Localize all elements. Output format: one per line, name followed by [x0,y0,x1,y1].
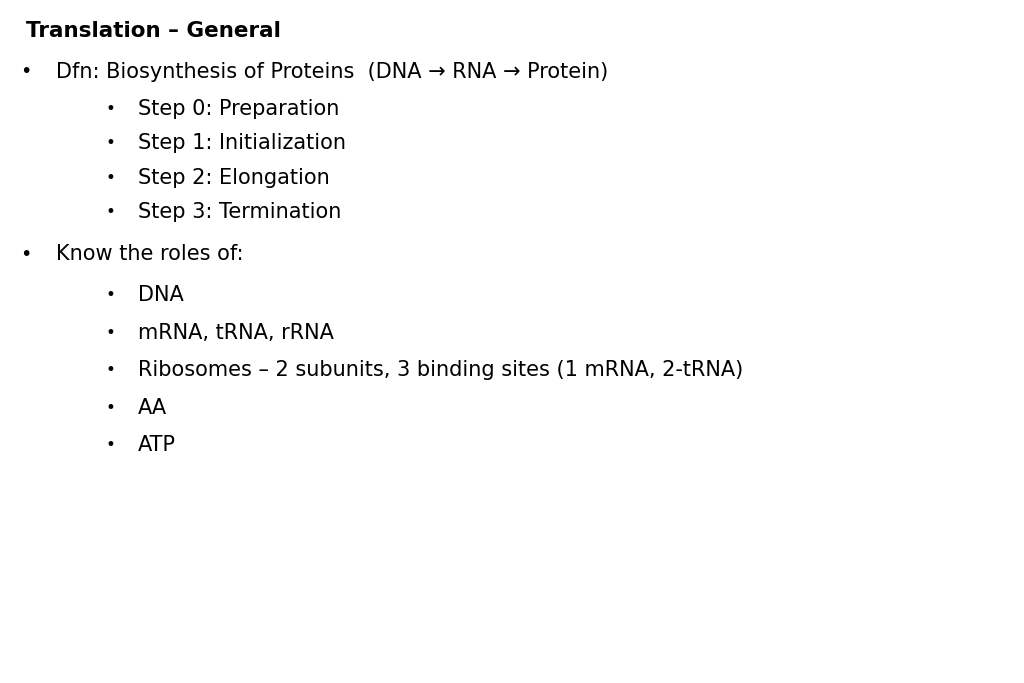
Text: Dfn: Biosynthesis of Proteins  (DNA → RNA → Protein): Dfn: Biosynthesis of Proteins (DNA → RNA… [56,61,608,82]
Text: Know the roles of:: Know the roles of: [56,244,244,264]
Text: Step 3: Termination: Step 3: Termination [138,201,342,222]
Text: •: • [19,245,32,264]
Text: •: • [105,324,116,342]
Text: •: • [105,169,116,186]
Text: AA: AA [138,398,167,418]
Text: mRNA, tRNA, rRNA: mRNA, tRNA, rRNA [138,322,334,343]
Text: •: • [105,203,116,221]
Text: Step 1: Initialization: Step 1: Initialization [138,133,346,154]
Text: •: • [19,62,32,81]
Text: •: • [105,399,116,417]
Text: Step 0: Preparation: Step 0: Preparation [138,99,340,120]
Text: •: • [105,286,116,304]
Text: Ribosomes – 2 subunits, 3 binding sites (1 mRNA, 2-tRNA): Ribosomes – 2 subunits, 3 binding sites … [138,360,743,380]
Text: Translation – General: Translation – General [26,20,281,41]
Text: Step 2: Elongation: Step 2: Elongation [138,167,330,188]
Text: •: • [105,100,116,118]
Text: DNA: DNA [138,285,184,305]
Text: ATP: ATP [138,435,176,456]
Text: •: • [105,135,116,152]
Text: •: • [105,436,116,454]
Text: •: • [105,361,116,379]
